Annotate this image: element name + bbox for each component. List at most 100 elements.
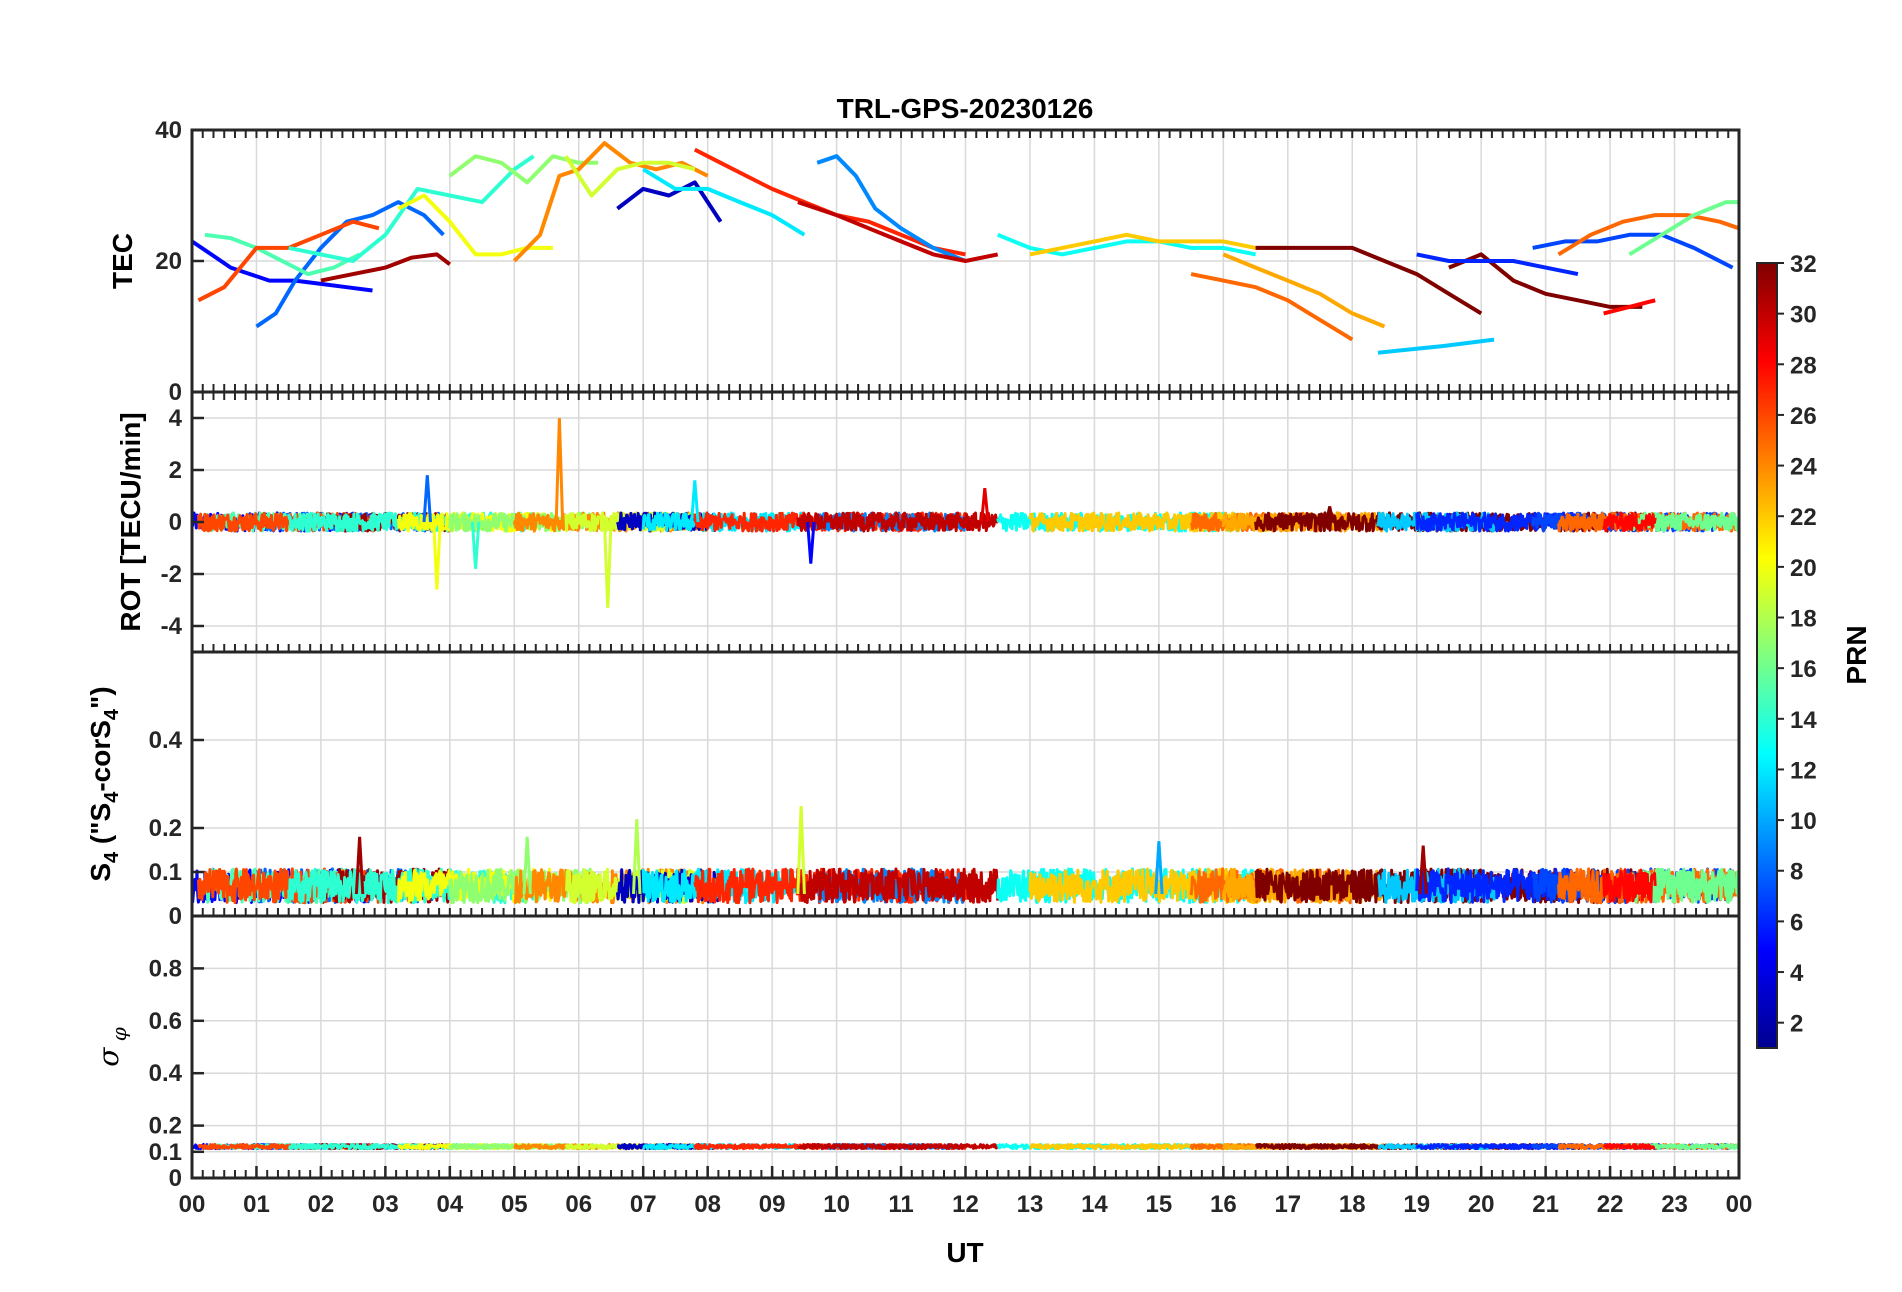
x-tick-label: 21	[1532, 1191, 1559, 1218]
y-tick-label: 2	[169, 457, 182, 484]
colorbar-tick-label: 28	[1790, 352, 1817, 379]
index-series-line	[1602, 1143, 1656, 1151]
colorbar-tick-label: 4	[1790, 960, 1804, 987]
x-tick-label: 14	[1081, 1191, 1108, 1218]
colorbar-tick-label: 10	[1790, 808, 1817, 835]
spike-mark	[432, 521, 442, 590]
y-tick-label: 0	[169, 509, 182, 536]
x-tick-label: 18	[1339, 1191, 1366, 1218]
y-tick-label: -2	[161, 561, 182, 588]
y-tick-label: 4	[169, 405, 183, 432]
x-tick-label: 20	[1468, 1191, 1495, 1218]
colorbar-tick-label: 14	[1790, 707, 1817, 734]
panel-tec: 0 20 40 TEC	[107, 117, 1741, 406]
x-tick-label: 13	[1017, 1191, 1044, 1218]
x-tick-label: 23	[1661, 1191, 1688, 1218]
colorbar-tick-label: 6	[1790, 909, 1803, 936]
index-series-line	[1602, 868, 1657, 904]
y-tick-label: 0	[169, 1165, 182, 1192]
tec-series-line	[616, 180, 723, 223]
y-tick-label: 0.8	[149, 955, 182, 982]
tec-series-line	[642, 167, 806, 237]
tec-series-line	[1557, 213, 1740, 257]
index-series-line	[796, 867, 1000, 904]
y-label-tec: TEC	[107, 233, 138, 289]
tec-series-line	[190, 239, 373, 293]
tec-series-line	[1377, 337, 1495, 355]
tec-series-line	[255, 200, 445, 329]
x-tick-label: 03	[372, 1191, 399, 1218]
spike-mark	[603, 521, 613, 608]
y-tick-label: 0.4	[149, 1060, 183, 1087]
index-series-line	[796, 511, 1000, 533]
index-series-line	[1602, 511, 1657, 533]
tec-series-line	[996, 232, 1256, 257]
colorbar-tick-label: 16	[1790, 656, 1817, 683]
spike-mark	[470, 521, 481, 569]
spike-mark	[1154, 841, 1164, 895]
y-tick-label: 0	[169, 903, 182, 930]
x-tick-label: 11	[888, 1191, 913, 1218]
x-tick-label: 00	[179, 1191, 206, 1218]
colorbar-tick-label: 26	[1790, 403, 1817, 430]
y-label-rot: ROT [TECU/min]	[115, 412, 146, 631]
colorbar-tick-label: 2	[1790, 1011, 1803, 1038]
tec-series-line	[1222, 252, 1386, 329]
tec-series-line	[1029, 232, 1288, 257]
x-tick-label: 05	[501, 1191, 528, 1218]
tec-series-line	[1628, 200, 1739, 257]
y-tick-label: 0.4	[149, 727, 183, 754]
tec-series-line	[448, 154, 599, 185]
spike-mark	[1325, 506, 1335, 523]
x-tick-label: 01	[243, 1191, 270, 1218]
x-tick-label: 02	[308, 1191, 335, 1218]
x-tick-label: 22	[1597, 1191, 1624, 1218]
x-tick-label: 12	[952, 1191, 979, 1218]
colorbar-tick-label: 32	[1790, 251, 1817, 278]
x-tick-label: 10	[823, 1191, 850, 1218]
tec-series-line	[320, 252, 452, 283]
x-tick-label: 07	[630, 1191, 657, 1218]
spike-mark	[422, 475, 432, 523]
tec-series-line	[288, 154, 535, 263]
tec-series-line	[816, 154, 967, 263]
index-series-line	[797, 1143, 1000, 1151]
y-tick-label: 0.1	[149, 1139, 182, 1166]
colorbar-tick-label: 12	[1790, 757, 1817, 784]
x-tick-label: 04	[436, 1191, 463, 1218]
y-label-s4: S4 ("S4-corS4")	[85, 686, 123, 881]
y-tick-label: 20	[155, 248, 182, 275]
chart-title: TRL-GPS-20230126	[837, 93, 1094, 124]
y-tick-label: -4	[161, 613, 183, 640]
x-tick-label: 06	[565, 1191, 592, 1218]
colorbar-tick-label: 24	[1790, 454, 1817, 481]
spike-mark	[1418, 845, 1428, 895]
tec-series-line	[1255, 245, 1483, 316]
x-tick-label: 08	[694, 1191, 721, 1218]
tec-series-line	[1190, 272, 1354, 342]
tec-series-line	[797, 200, 999, 263]
tec-series-line	[204, 232, 361, 277]
spike-mark	[980, 488, 990, 523]
y-label-sigma-phi: σ φ	[92, 1027, 131, 1067]
tec-series-line	[1532, 232, 1734, 270]
x-tick-label: 00	[1726, 1191, 1753, 1218]
spike-mark	[806, 521, 816, 564]
y-tick-label: 0.2	[149, 1113, 182, 1140]
tec-series-line	[1603, 298, 1656, 316]
y-tick-label: 0.2	[149, 815, 182, 842]
spike-mark	[522, 836, 532, 895]
colorbar-tick-label: 30	[1790, 302, 1817, 329]
x-axis-label: UT	[946, 1237, 983, 1268]
y-tick-label: 0.6	[149, 1008, 182, 1035]
tec-series-line	[1416, 252, 1579, 277]
spike-mark	[796, 805, 806, 895]
spike-mark	[632, 819, 642, 895]
spike-mark	[354, 836, 365, 895]
spike-mark	[690, 480, 700, 523]
y-tick-label: 40	[155, 117, 182, 144]
x-tick-label: 16	[1210, 1191, 1237, 1218]
colorbar-tick-label: 20	[1790, 555, 1817, 582]
